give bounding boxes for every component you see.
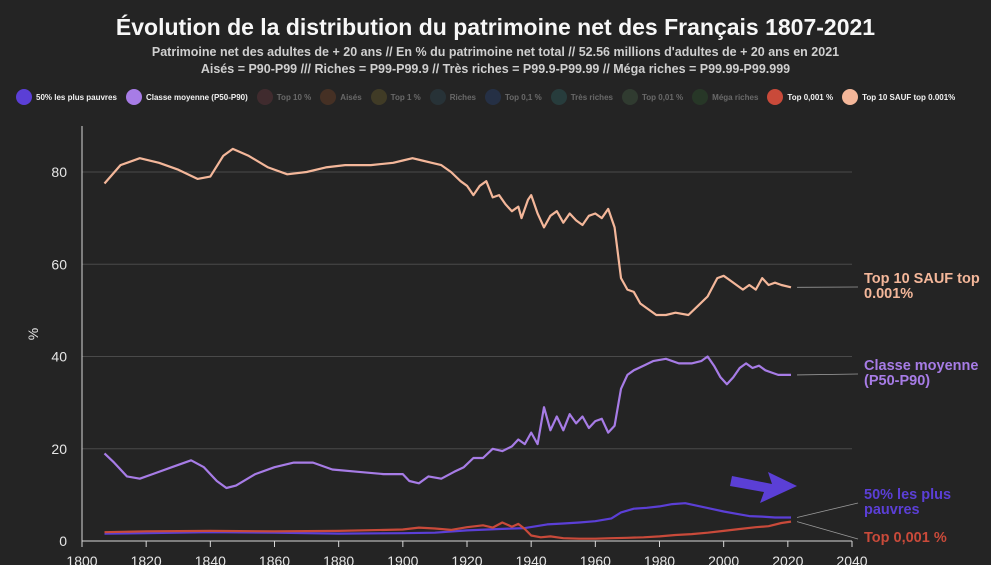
legend-swatch <box>125 89 142 105</box>
legend-swatch <box>550 89 567 105</box>
series-end-label: pauvres <box>864 502 920 518</box>
legend-label: Top 0,001 % <box>787 92 834 102</box>
legend-label: Aisés <box>340 92 362 102</box>
legend-item[interactable]: Top 0,1 % <box>484 89 542 105</box>
series-end-label: Top 0,001 % <box>864 530 947 546</box>
legend-item[interactable]: Top 0,001 % <box>767 89 833 105</box>
series-line <box>103 355 791 490</box>
x-tick-label: 1840 <box>195 553 226 565</box>
legend-swatch <box>16 89 32 105</box>
x-tick-label: 1860 <box>259 553 290 565</box>
x-tick-label: 1920 <box>451 553 482 565</box>
legend-label: Très riches <box>570 92 613 102</box>
legend-label: 50% les plus pauvres <box>36 92 117 102</box>
legend-swatch <box>370 89 387 105</box>
legend-item[interactable]: Classe moyenne (P50-P90) <box>125 89 248 105</box>
legend-item[interactable]: Riches <box>429 89 476 105</box>
legend-label: Top 10 SAUF top 0.001% <box>862 92 956 102</box>
legend-item[interactable]: 50% les plus pauvres <box>16 89 117 105</box>
legend-item[interactable]: Top 0,01 % <box>621 89 684 105</box>
legend-item[interactable]: Top 10 % <box>256 89 312 105</box>
x-tick-label: 1800 <box>66 553 97 565</box>
legend-swatch <box>842 89 859 105</box>
y-tick-label: 80 <box>51 164 67 180</box>
y-tick-label: 40 <box>51 349 67 365</box>
series-line <box>104 520 792 540</box>
legend-swatch <box>621 89 638 105</box>
label-leader <box>796 521 859 540</box>
y-axis-label: % <box>25 328 41 340</box>
series-end-label: 50% les plus <box>864 487 951 503</box>
series-end-label: (P50-P90) <box>864 373 930 389</box>
legend-label: Riches <box>449 92 476 102</box>
x-tick-label: 1960 <box>580 553 611 565</box>
series-end-label: Top 10 SAUF top <box>864 271 980 287</box>
series-line <box>103 147 792 317</box>
series-end-label: 0.001% <box>864 286 913 302</box>
legend-swatch <box>692 89 709 105</box>
legend: 50% les plus pauvres Classe moyenne (P50-… <box>16 87 986 107</box>
legend-swatch <box>429 89 446 105</box>
series-line <box>104 502 791 535</box>
annotation-arrow <box>730 472 797 503</box>
legend-item[interactable]: Très riches <box>550 89 613 105</box>
legend-swatch <box>767 89 784 105</box>
x-tick-label: 1900 <box>387 553 418 565</box>
legend-label: Méga riches <box>712 92 759 102</box>
x-tick-label: 2040 <box>836 553 867 565</box>
chart-title: Évolution de la distribution du patrimoi… <box>115 14 876 40</box>
series-end-label: Classe moyenne <box>864 358 978 374</box>
legend-swatch <box>256 89 273 105</box>
legend-item[interactable]: Top 10 SAUF top 0.001% <box>842 89 955 105</box>
legend-label: Top 0,01 % <box>641 92 684 102</box>
x-tick-label: 1820 <box>131 553 162 565</box>
chart-subtitle-definitions: Aisés = P90-P99 /// Riches = P99-P99.9 /… <box>200 62 791 76</box>
y-tick-label: 20 <box>51 441 67 457</box>
label-leader <box>797 373 859 376</box>
x-tick-label: 2000 <box>708 553 739 565</box>
legend-label: Classe moyenne (P50-P90) <box>145 92 248 102</box>
legend-swatch <box>320 89 337 105</box>
x-tick-label: 1880 <box>323 553 354 565</box>
legend-swatch <box>484 89 501 105</box>
label-leader <box>796 502 859 518</box>
x-tick-label: 1940 <box>516 553 547 565</box>
y-tick-label: 60 <box>51 256 67 272</box>
legend-item[interactable]: Méga riches <box>692 89 758 105</box>
legend-label: Top 1 % <box>390 92 421 102</box>
legend-item[interactable]: Aisés <box>320 89 362 105</box>
chart-subtitle: Patrimoine net des adultes de + 20 ans /… <box>151 45 840 59</box>
x-tick-label: 2020 <box>772 553 803 565</box>
legend-label: Top 10 % <box>276 92 312 102</box>
y-tick-label: 0 <box>59 533 67 549</box>
legend-label: Top 0,1 % <box>504 92 542 102</box>
legend-item[interactable]: Top 1 % <box>370 89 421 105</box>
x-tick-label: 1980 <box>644 553 675 565</box>
